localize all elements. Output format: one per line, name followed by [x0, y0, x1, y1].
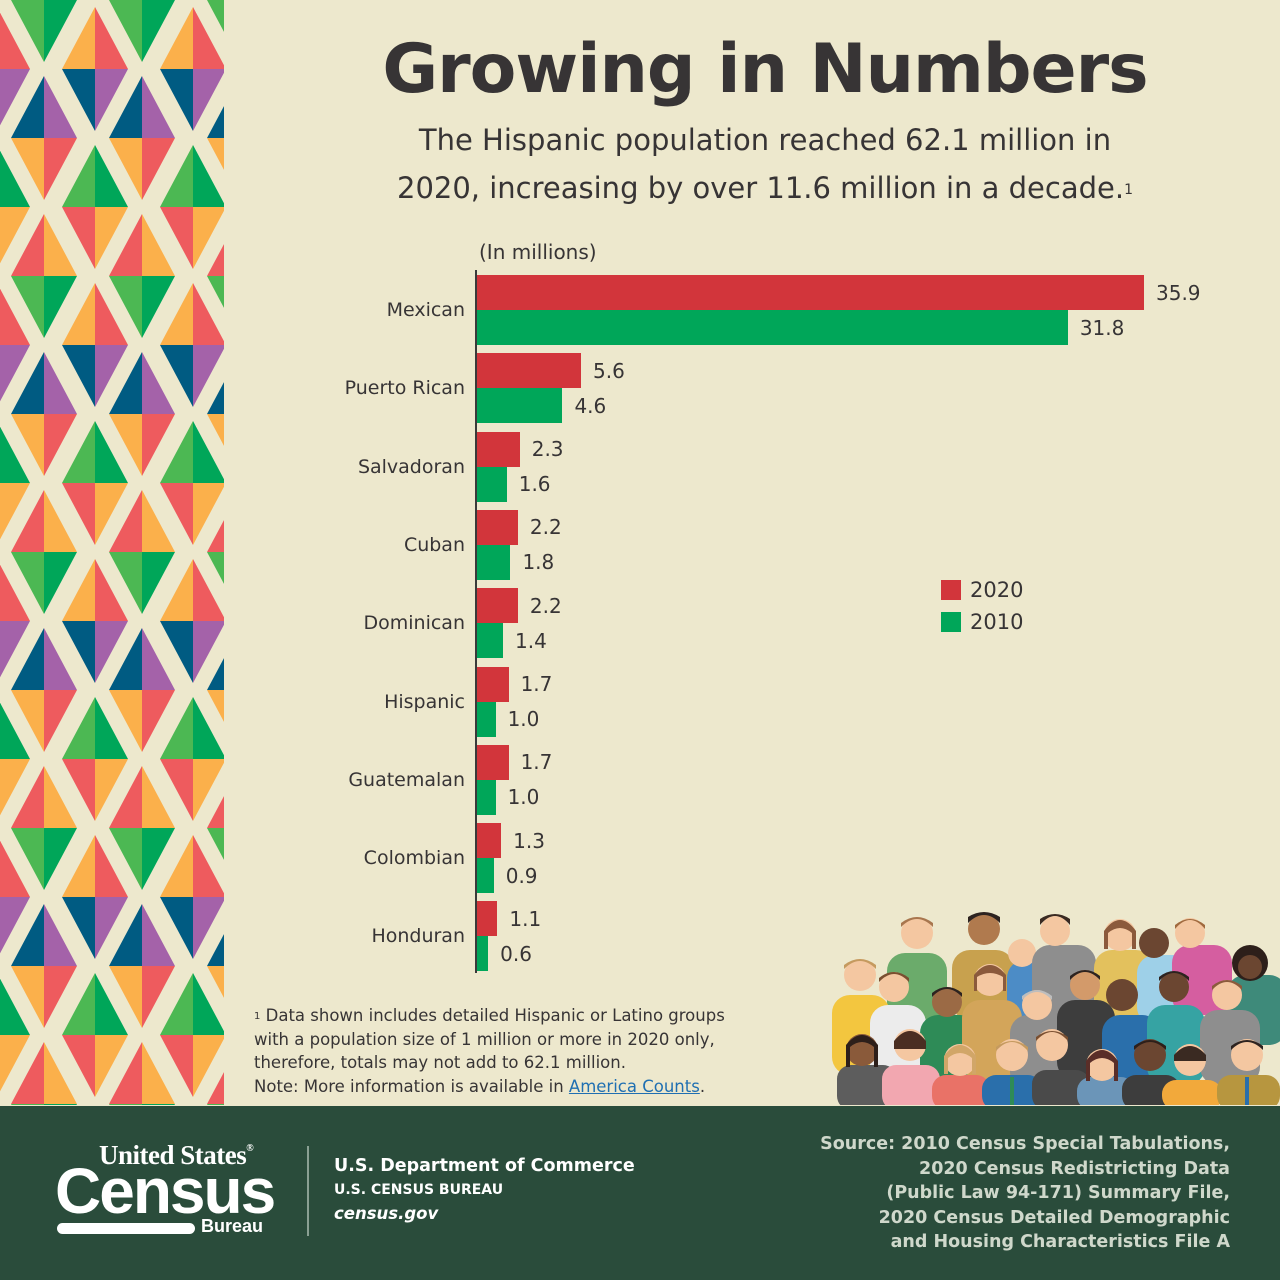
y-axis-line — [475, 270, 477, 973]
value-label-2010: 0.6 — [500, 941, 532, 966]
unit-label: (In millions) — [479, 240, 597, 264]
decorative-diamond-pattern — [0, 0, 224, 1105]
bar-2010 — [477, 701, 496, 737]
value-label-2020: 2.3 — [531, 437, 564, 462]
legend-item-2010: 2010 — [941, 606, 1023, 638]
value-label-2010: 1.0 — [507, 785, 540, 810]
bar-2010 — [477, 623, 503, 659]
bar-2010 — [477, 858, 494, 894]
value-label-2010: 1.6 — [518, 472, 551, 497]
category-label: Honduran — [371, 925, 465, 948]
value-label-2010: 1.4 — [515, 628, 547, 653]
footer-divider — [307, 1146, 309, 1236]
legend-swatch-2020 — [941, 580, 961, 600]
bar-2010 — [477, 310, 1068, 345]
dept-commerce: U.S. Department of Commerce — [334, 1156, 635, 1176]
bar-2020 — [477, 666, 509, 702]
america-counts-link[interactable]: America Counts — [568, 1076, 700, 1096]
bar-2020 — [477, 509, 518, 545]
crowd-illustration — [832, 912, 1280, 1105]
bar-2020 — [477, 353, 582, 389]
registered-mark: ® — [246, 1143, 254, 1154]
page-subtitle: The Hispanic population reached 62.1 mil… — [250, 116, 1280, 212]
source-line: 2020 Census Detailed Demographic — [878, 1207, 1230, 1228]
value-label-2020: 35.9 — [1156, 280, 1201, 305]
legend-swatch-2010 — [941, 612, 961, 632]
value-label-2010: 31.8 — [1079, 315, 1125, 340]
census-gov-link[interactable]: census.gov — [334, 1204, 439, 1223]
source-line: Source: 2010 Census Special Tabulations, — [820, 1134, 1230, 1154]
footnote-line-2: with a population size of 1 million or m… — [254, 1029, 715, 1049]
value-label-2020: 5.6 — [593, 358, 625, 383]
footer-bar — [0, 1106, 1280, 1280]
bar-2010 — [477, 779, 496, 815]
source-line: and Housing Characteristics File A — [890, 1232, 1230, 1252]
source-line: 2020 Census Redistricting Data — [919, 1158, 1230, 1179]
footnote: 1 Data shown includes detailed Hispanic … — [254, 1004, 814, 1098]
bar-2010 — [477, 388, 563, 424]
subtitle-line-1: The Hispanic population reached 62.1 mil… — [418, 123, 1112, 157]
census-bureau-logo[interactable]: United States® Census Bureau — [55, 1140, 285, 1240]
category-label: Dominican — [363, 612, 466, 635]
value-label-2010: 0.9 — [505, 863, 538, 888]
bar-2020 — [477, 275, 1144, 310]
bar-2020 — [477, 431, 520, 467]
logo-united-states: United States® — [99, 1140, 254, 1171]
category-label: Guatemalan — [348, 768, 465, 791]
value-label-2010: 1.8 — [522, 550, 555, 575]
value-label-2020: 2.2 — [529, 593, 562, 618]
category-label: Mexican — [386, 299, 465, 321]
source-citation: Source: 2010 Census Special Tabulations,… — [820, 1132, 1230, 1255]
footnote-text-1: Data shown includes detailed Hispanic or… — [265, 1006, 725, 1025]
value-label-2020: 1.7 — [520, 750, 553, 775]
note-suffix: . — [699, 1076, 706, 1096]
subtitle-line-2: 2020, increasing by over 11.6 million in… — [250, 164, 1280, 212]
chart-legend: 2020 2010 — [941, 574, 1023, 638]
bar-2020 — [477, 588, 518, 624]
bar-2020 — [477, 823, 502, 859]
logo-top-text: United States — [99, 1140, 247, 1170]
footnote-marker: 1 — [1124, 182, 1133, 198]
footnote-marker: 1 — [254, 1011, 261, 1022]
legend-item-2020: 2020 — [941, 574, 1023, 606]
bar-2010 — [477, 466, 507, 502]
source-line: (Public Law 94-171) Summary File, — [886, 1183, 1230, 1203]
value-label-2010: 4.6 — [574, 393, 607, 418]
people-group-icon — [832, 912, 1280, 1105]
logo-underline-bar — [57, 1223, 195, 1234]
legend-label-2020: 2020 — [970, 578, 1024, 602]
category-label: Salvadoran — [357, 455, 465, 478]
value-label-2020: 2.2 — [529, 515, 562, 540]
legend-label-2010: 2010 — [970, 610, 1024, 634]
value-label-2020: 1.1 — [509, 906, 542, 931]
value-label-2020: 1.7 — [520, 672, 553, 696]
page-title: Growing in Numbers — [382, 30, 1148, 109]
subtitle-line-2-text: 2020, increasing by over 11.6 million in… — [397, 171, 1125, 205]
dept-census-bureau: U.S. CENSUS BUREAU — [334, 1182, 504, 1198]
value-label-2010: 1.0 — [507, 707, 540, 731]
category-label: Puerto Rican — [344, 377, 465, 400]
bar-2010 — [477, 544, 511, 580]
category-label: Hispanic — [384, 690, 465, 713]
bar-2020 — [477, 901, 498, 937]
footnote-line-1: 1 Data shown includes detailed Hispanic … — [254, 1004, 814, 1028]
note-prefix: Note: More information is available in — [254, 1076, 569, 1096]
category-label: Colombian — [363, 847, 465, 870]
logo-bureau: Bureau — [201, 1216, 264, 1236]
bar-2010 — [477, 936, 489, 972]
department-info: U.S. Department of Commerce U.S. CENSUS … — [334, 1154, 635, 1226]
logo-census: Census — [55, 1155, 276, 1227]
value-label-2020: 1.3 — [513, 828, 545, 853]
footnote-note: Note: More information is available in A… — [254, 1075, 814, 1099]
category-label: Cuban — [403, 533, 465, 556]
bar-2020 — [477, 744, 509, 780]
footnote-line-3: therefore, totals may not add to 62.1 mi… — [254, 1053, 626, 1072]
